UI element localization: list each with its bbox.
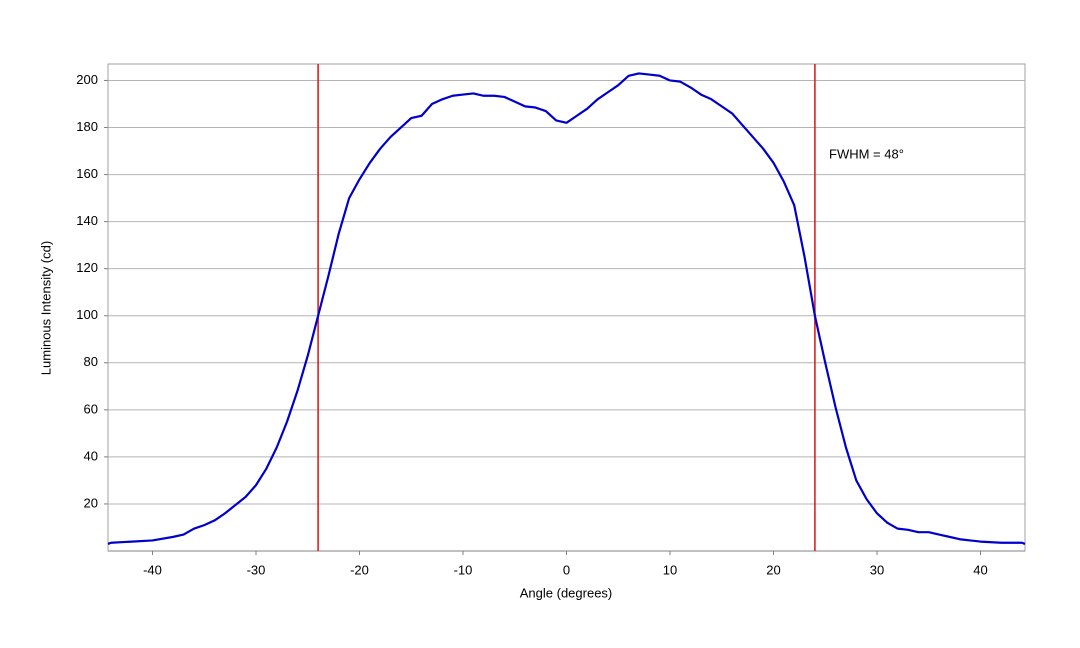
x-tick-label: -20 — [350, 562, 369, 577]
y-tick-label: 140 — [76, 213, 98, 228]
y-axis-label: Luminous Intensity (cd) — [38, 241, 53, 375]
y-tick-label: 60 — [84, 401, 98, 416]
y-tick-label: 100 — [76, 307, 98, 322]
x-tick-label: -30 — [247, 562, 266, 577]
y-tick-label: 160 — [76, 166, 98, 181]
x-tick-label: 30 — [870, 562, 884, 577]
y-tick-label: 120 — [76, 260, 98, 275]
y-tick-label: 180 — [76, 119, 98, 134]
x-tick-label: 10 — [663, 562, 677, 577]
x-tick-label: -10 — [454, 562, 473, 577]
y-tick-label: 80 — [84, 354, 98, 369]
y-tick-label: 40 — [84, 448, 98, 463]
y-tick-label: 20 — [84, 495, 98, 510]
x-axis-label: Angle (degrees) — [520, 585, 613, 600]
series-line — [107, 72, 1026, 545]
x-tick-label: 0 — [563, 562, 570, 577]
x-tick-label: 20 — [766, 562, 780, 577]
y-tick-label: 200 — [76, 72, 98, 87]
annotation: FWHM = 48° — [829, 146, 904, 161]
x-tick-label: 40 — [973, 562, 987, 577]
plot-area — [107, 63, 1026, 552]
x-tick-label: -40 — [143, 562, 162, 577]
